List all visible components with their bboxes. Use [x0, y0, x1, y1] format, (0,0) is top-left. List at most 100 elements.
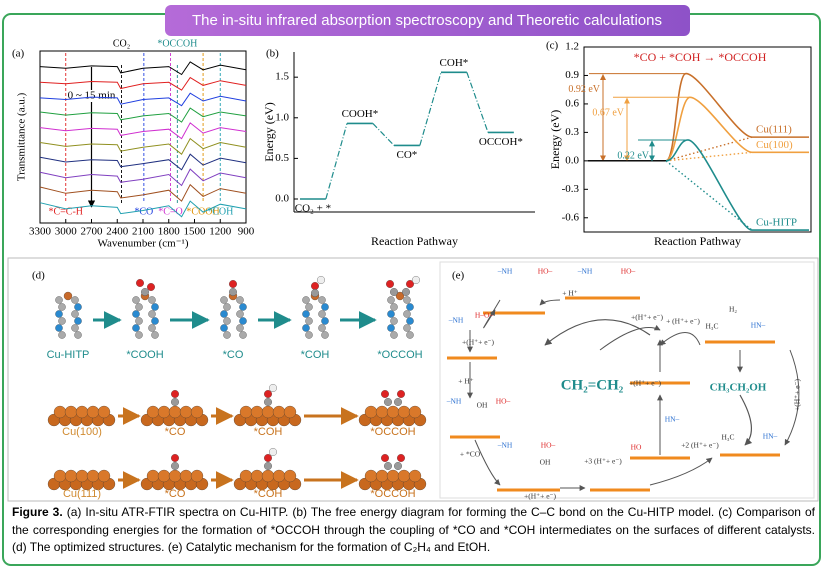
banner-title: The in-situ infrared absorption spectros…: [192, 12, 662, 29]
atom: [136, 279, 144, 287]
atom: [157, 469, 171, 483]
barrier-label: 0.92 eV: [568, 84, 600, 95]
atom: [53, 405, 67, 419]
atom: [135, 317, 143, 325]
atom: [321, 331, 329, 339]
series-label: Cu(100): [756, 139, 793, 151]
mechanism-label: + (H⁺+ e⁻): [666, 317, 700, 326]
atom: [317, 276, 325, 284]
atom: [236, 324, 244, 332]
spectrum-line: [39, 122, 247, 140]
mechanism-label: HN–: [763, 432, 778, 441]
atom: [58, 317, 66, 325]
structure-label: Cu-HITP: [47, 349, 90, 361]
caption: Figure 3. (a) In-situ ATR-FTIR spectra o…: [12, 504, 815, 557]
y-tick-label: 1.5: [275, 71, 289, 83]
mechanism-label: –NH: [497, 267, 513, 276]
structure-label: *CO: [165, 426, 186, 438]
y-tick-label: 0.6: [565, 97, 579, 109]
dotted-path: [665, 160, 753, 231]
step-label: COH*: [440, 57, 469, 69]
mechanism-label: + *CO: [460, 450, 481, 459]
atom: [403, 310, 411, 318]
mechanism-label: –NH: [448, 316, 464, 325]
y-axis-label: Energy (eV): [262, 102, 276, 161]
mechanism-label: HN–: [665, 415, 680, 424]
mechanism-label: HO–: [621, 267, 636, 276]
band-label: *COH: [207, 206, 233, 217]
step-label: CO₂ + *: [295, 203, 331, 215]
connector: [325, 123, 348, 200]
mechanism-label: +(H⁺+ e⁻): [524, 492, 556, 501]
atom: [250, 405, 264, 419]
series-label: Cu(111): [756, 124, 792, 136]
cycle-arrow: [739, 394, 753, 446]
atom: [390, 303, 398, 311]
mechanism-label: +2 (H⁺+ e⁻): [681, 441, 719, 450]
atom: [148, 310, 156, 318]
mechanism-label: –NH: [577, 267, 593, 276]
atom: [397, 454, 405, 462]
atom: [74, 317, 82, 325]
mechanism-label: +3 (H⁺+ e⁻): [584, 457, 622, 466]
atom: [71, 310, 79, 318]
x-tick-label: 1800: [158, 226, 181, 238]
atom: [179, 469, 193, 483]
atom: [397, 405, 411, 419]
barrier-label: 0.67 eV: [592, 108, 624, 119]
mechanism-label: +(H⁺+ e⁻): [631, 313, 663, 322]
atom: [302, 296, 310, 304]
panel-e-frame: [439, 261, 815, 499]
x-tick-label: 2700: [81, 226, 104, 238]
atom: [75, 469, 89, 483]
atom: [223, 303, 231, 311]
atom: [386, 469, 400, 483]
x-tick-label: 1500: [184, 226, 207, 238]
atom: [269, 448, 277, 456]
atom: [135, 331, 143, 339]
atom: [239, 317, 247, 325]
y-axis-label: Energy (eV): [548, 110, 562, 169]
structure-label: *OCCOH: [377, 349, 422, 361]
atom: [412, 276, 420, 284]
atom: [386, 280, 394, 288]
reaction-arrow: [784, 349, 800, 446]
atom: [272, 405, 286, 419]
mechanism-label: H₂: [729, 305, 737, 314]
atom: [387, 324, 395, 332]
atom: [387, 310, 395, 318]
structure-label: *OCCOH: [370, 488, 415, 500]
atom: [135, 303, 143, 311]
x-tick-label: 3000: [55, 226, 78, 238]
plot-frame: [583, 46, 812, 233]
series-label: Cu-HITP: [756, 217, 797, 229]
y-tick-label: -0.6: [562, 211, 580, 223]
y-tick-label: 1.0: [275, 111, 289, 123]
atom: [318, 296, 326, 304]
spectrum-line: [39, 137, 247, 155]
atom: [250, 469, 264, 483]
lower-panel-frame: [7, 257, 819, 502]
step-label: CO*: [397, 149, 418, 161]
atom: [406, 317, 414, 325]
atom: [148, 324, 156, 332]
product-label: CH₃CH₂OH: [710, 382, 767, 394]
atom: [97, 405, 111, 419]
atom: [390, 331, 398, 339]
band-label: CO₂: [113, 38, 130, 49]
atom: [261, 469, 275, 483]
atom: [264, 390, 272, 398]
spectrum-line: [39, 92, 247, 107]
title-banner: [165, 5, 690, 36]
atom: [311, 289, 319, 297]
mechanism-label: HN–: [751, 321, 766, 330]
atom: [272, 469, 286, 483]
mechanism-label: HO–: [496, 397, 511, 406]
band-label: *CO: [134, 206, 153, 217]
atom: [261, 405, 275, 419]
y-tick-label: 0.0: [275, 193, 289, 205]
caption-text: (a) In-situ ATR-FTIR spectra on Cu-HITP.…: [12, 505, 815, 554]
atom: [305, 317, 313, 325]
